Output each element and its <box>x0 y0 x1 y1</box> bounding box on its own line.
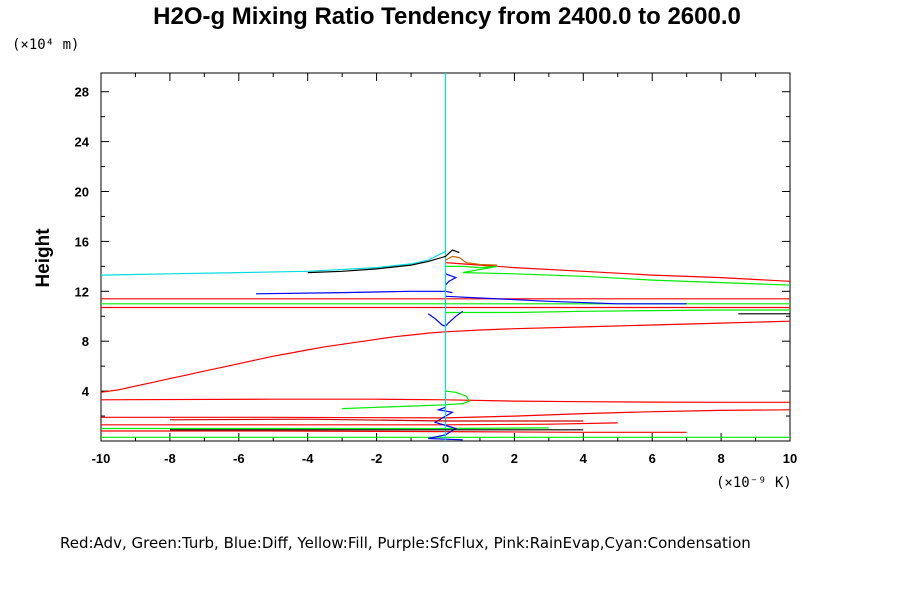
y-tick-label: 16 <box>75 234 89 249</box>
series-line-12 <box>445 390 471 406</box>
x-scale-label: (×10⁻⁹ K) <box>716 475 792 491</box>
y-tick-label: 4 <box>82 384 90 399</box>
y-tick-labels: 4 8 12 16 20 24 28 <box>75 85 90 399</box>
series-line-14 <box>101 427 549 430</box>
x-tick-label: 8 <box>717 451 724 466</box>
series-line-13 <box>342 404 446 410</box>
legend-text: Red:Adv, Green:Turb, Blue:Diff, Yellow:F… <box>60 534 751 552</box>
y-tick-label: 8 <box>82 334 89 349</box>
y-tick-label: 24 <box>75 135 90 150</box>
series-line-21 <box>101 73 447 276</box>
series-line-11 <box>445 309 790 314</box>
chart-title: H2O-g Mixing Ratio Tendency from 2400.0 … <box>153 3 741 30</box>
y-tick-label: 20 <box>75 185 89 200</box>
series-line-8 <box>101 430 687 433</box>
x-tick-label: 6 <box>649 451 656 466</box>
series-line-16 <box>255 290 453 295</box>
series-line-26 <box>445 255 498 266</box>
x-tick-label: 0 <box>442 451 449 466</box>
x-tick-labels: -10 -8 -6 -4 -2 0 2 4 6 8 10 <box>92 451 798 466</box>
series-line-20 <box>428 406 463 441</box>
y-scale-label: (×10⁴ m) <box>12 37 79 53</box>
x-tick-label: 2 <box>511 451 518 466</box>
series-line-1 <box>101 320 790 393</box>
series-lines <box>101 73 790 441</box>
series-line-25 <box>169 418 584 422</box>
series-line-6 <box>101 409 790 419</box>
series-line-17 <box>445 295 687 305</box>
series-line-23 <box>307 249 460 274</box>
y-axis-label: Height <box>33 228 54 288</box>
y-tick-label: 28 <box>75 85 89 100</box>
x-tick-label: -8 <box>164 451 176 466</box>
x-tick-label: 4 <box>580 451 588 466</box>
y-tick-label: 12 <box>75 284 89 299</box>
x-tick-label: -2 <box>371 451 383 466</box>
series-line-7 <box>101 422 618 426</box>
x-tick-label: -4 <box>302 451 314 466</box>
series-line-19 <box>445 273 458 286</box>
series-line-9 <box>445 265 790 286</box>
x-tick-label: 10 <box>783 451 797 466</box>
x-tick-label: -10 <box>92 451 111 466</box>
series-line-2 <box>101 398 790 403</box>
x-tick-label: -6 <box>233 451 245 466</box>
